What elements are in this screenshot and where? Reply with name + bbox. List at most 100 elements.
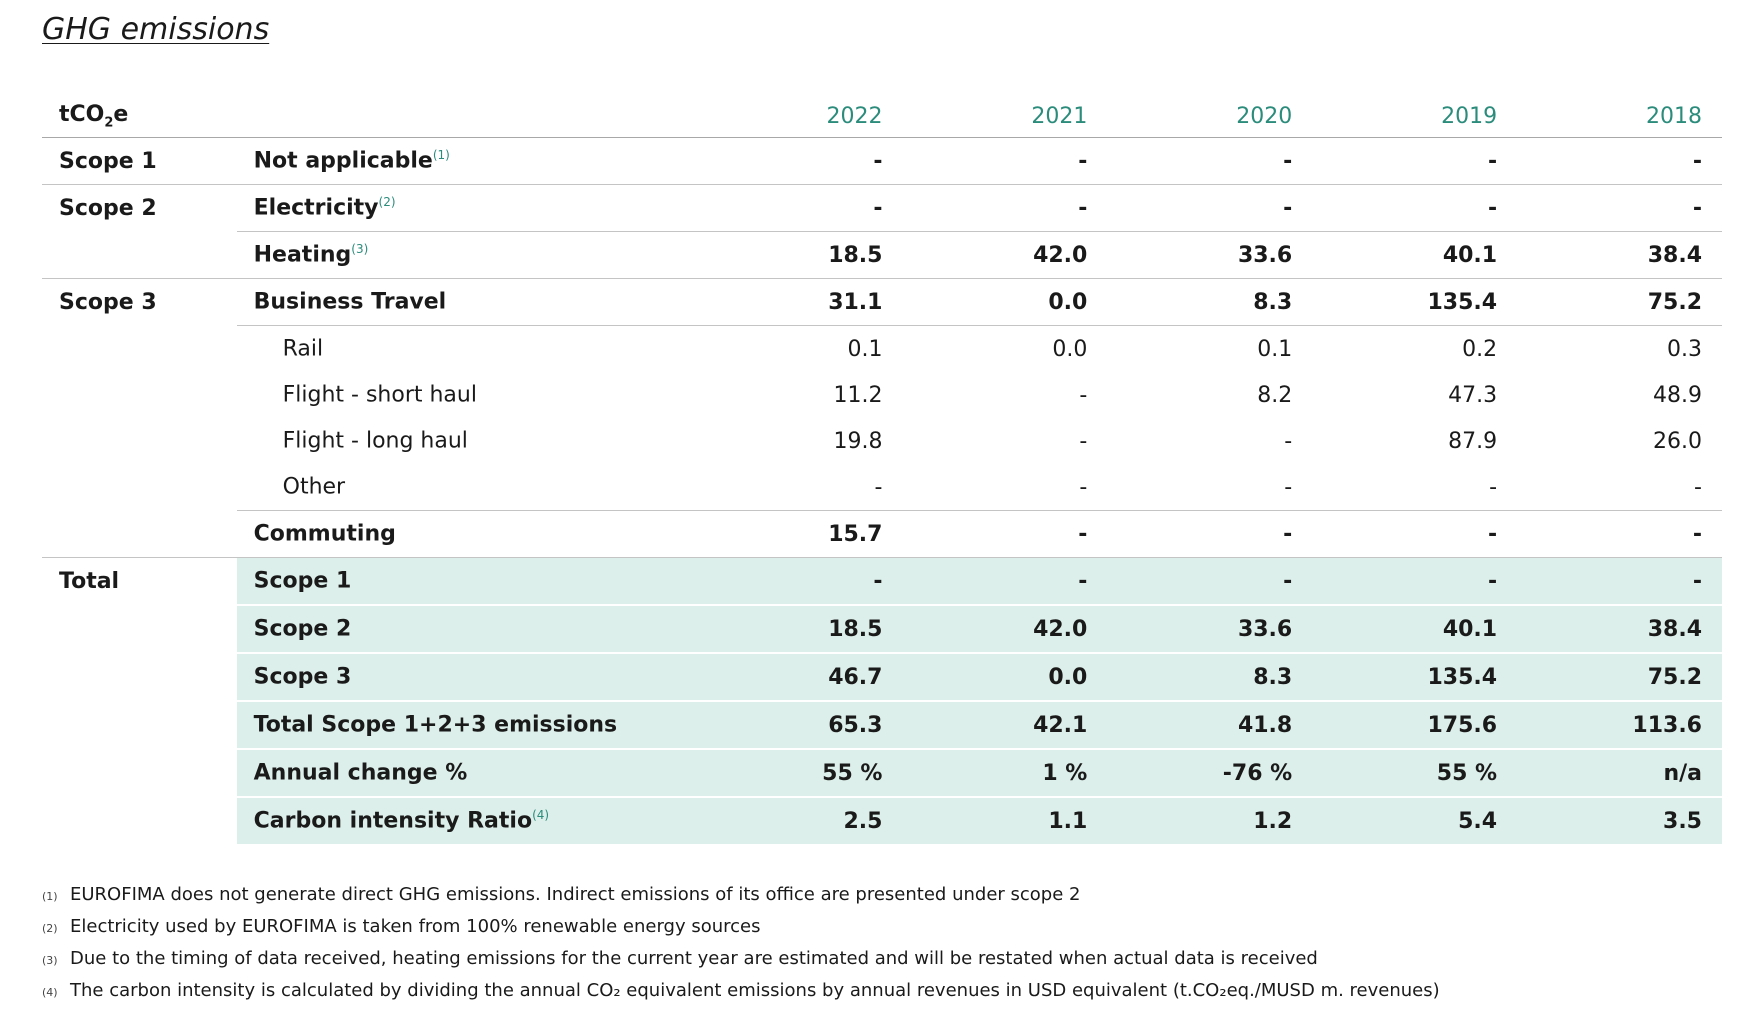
footnote: (4) The carbon intensity is calculated by… bbox=[42, 976, 1440, 1008]
value-cell: 33.6 bbox=[1107, 231, 1313, 279]
value-cell: 47.3 bbox=[1448, 382, 1498, 408]
value-cell: - bbox=[697, 464, 903, 511]
value-cell: 0.0 bbox=[902, 653, 1108, 702]
value-cell: 33.6 bbox=[1107, 605, 1313, 654]
year-header: 2021 bbox=[902, 95, 1108, 138]
value-cell: - bbox=[1517, 557, 1722, 606]
unit-suffix: e bbox=[113, 101, 129, 127]
table-row: Commuting 15.7- - - - bbox=[42, 510, 1722, 558]
row-category bbox=[42, 372, 237, 418]
value-cell: - bbox=[1517, 464, 1722, 511]
row-label-text: Rail bbox=[282, 336, 324, 362]
value-cell: 31.1 bbox=[697, 278, 903, 326]
value-cell: 8.3 bbox=[1107, 653, 1313, 702]
value-cell: 135.4 bbox=[1312, 278, 1518, 326]
value-cell: 135.4 bbox=[1312, 653, 1518, 702]
table-row: Rail 0.1 0.0 0.1 0.2 0.3 bbox=[42, 326, 1722, 373]
value-cell: 2.5 bbox=[697, 797, 903, 844]
unit-subscript: 2 bbox=[104, 115, 114, 131]
value-cell: 1.1 bbox=[902, 797, 1108, 844]
footnote-ref: (1) bbox=[432, 148, 450, 163]
row-label: Scope 2 bbox=[236, 605, 698, 654]
value-cell: - bbox=[1107, 557, 1313, 606]
row-label: Heating(3) bbox=[236, 231, 698, 279]
footnote-text: The carbon intensity is calculated by di… bbox=[70, 980, 1440, 1001]
value-cell: - bbox=[1107, 464, 1313, 511]
footnote: (2) Electricity used by EUROFIMA is taken… bbox=[42, 912, 1440, 944]
value-cell: 40.1 bbox=[1312, 605, 1518, 654]
value-cell: - bbox=[697, 184, 903, 232]
footnote-mark: (2) bbox=[42, 922, 58, 935]
value-cell: 46.7 bbox=[697, 653, 903, 702]
row-label-text: Scope 3 bbox=[253, 664, 352, 690]
row-category: Scope 2 bbox=[59, 195, 157, 221]
total-row: Scope 3 46.7 0.0 8.3 135.4 75.2 bbox=[42, 653, 1722, 702]
footnote-ref: (2) bbox=[378, 195, 396, 210]
row-label-text: Annual change % bbox=[253, 760, 468, 786]
row-category bbox=[42, 510, 237, 558]
value-cell: 175.6 bbox=[1312, 701, 1518, 750]
row-label: Total Scope 1+2+3 emissions bbox=[236, 701, 698, 750]
table-row: Flight - long haul 19.8 - - 87.9 26.0 bbox=[42, 418, 1722, 464]
table-row: Scope 2 Electricity(2) - - - - - bbox=[42, 184, 1722, 232]
year-header: 2020 bbox=[1107, 95, 1313, 138]
value-cell: - bbox=[1079, 428, 1088, 454]
value-cell: - bbox=[902, 464, 1108, 511]
unit-label: tCO bbox=[59, 101, 105, 127]
row-label-text: Scope 2 bbox=[253, 616, 352, 642]
row-category bbox=[42, 605, 237, 653]
footnote-ref: (4) bbox=[532, 808, 550, 823]
value-cell: - bbox=[1284, 428, 1293, 454]
table-row: Scope 3 Business Travel 31.1 0.0 8.3 135.4 75.… bbox=[42, 278, 1722, 326]
total-row: Total Scope 1----- bbox=[42, 557, 1722, 606]
total-row: Annual change % 55 % 1 % -76 % 55 % n/a bbox=[42, 749, 1722, 798]
value-cell: 38.4 bbox=[1517, 605, 1722, 654]
footnote-text: Due to the timing of data received, heat… bbox=[70, 948, 1318, 969]
value-cell: 42.0 bbox=[902, 231, 1108, 279]
row-label-text: Electricity bbox=[253, 195, 379, 221]
row-category bbox=[42, 418, 237, 464]
value-cell: - bbox=[697, 557, 903, 606]
row-label: Rail bbox=[237, 326, 698, 373]
value-cell: - bbox=[697, 137, 903, 185]
row-label-text: Scope 1 bbox=[253, 568, 352, 594]
table-body: Scope 1 Not applicable(1) - - - - - Scope 2 Elec… bbox=[42, 137, 1722, 844]
total-row: Scope 2 18.5 42.0 33.6 40.1 38.4 bbox=[42, 605, 1722, 654]
value-cell: - bbox=[1312, 464, 1518, 511]
value-cell: 15.7 bbox=[697, 510, 903, 558]
row-label: Commuting bbox=[236, 510, 698, 558]
row-label: Not applicable(1) bbox=[236, 137, 698, 185]
value-cell: 75.2 bbox=[1517, 653, 1722, 702]
row-category bbox=[42, 749, 237, 797]
value-cell: 0.3 bbox=[1667, 336, 1702, 362]
value-cell: 40.1 bbox=[1312, 231, 1518, 279]
value-cell: 0.1 bbox=[847, 336, 883, 362]
table-row: Flight - short haul 11.2 - 8.2 47.3 48.9 bbox=[42, 372, 1722, 418]
footnotes: (1) EUROFIMA does not generate direct GHG… bbox=[42, 880, 1440, 1008]
value-cell: 1 % bbox=[902, 749, 1108, 798]
row-label-text: Total Scope 1+2+3 emissions bbox=[253, 712, 618, 738]
value-cell: 1.2 bbox=[1107, 797, 1313, 844]
footnote-mark: (1) bbox=[42, 890, 58, 903]
value-cell: 48.9 bbox=[1653, 382, 1702, 408]
ghg-emissions-table: tCO2e 2022 2021 2020 2019 2018 Scope 1 No… bbox=[42, 95, 1722, 844]
row-category bbox=[42, 701, 237, 749]
row-category bbox=[42, 464, 237, 511]
total-row: Carbon intensity Ratio(4) 2.5 1.1 1.2 5.4 3.5 bbox=[42, 797, 1722, 844]
value-cell: 5.4 bbox=[1312, 797, 1518, 844]
value-cell: - bbox=[1517, 184, 1722, 232]
total-row: Total Scope 1+2+3 emissions 65.3 42.1 41.8 1… bbox=[42, 701, 1722, 750]
value-cell: - bbox=[1107, 510, 1313, 558]
value-cell: 0.0 bbox=[1052, 336, 1088, 362]
row-label: Annual change % bbox=[236, 749, 698, 798]
value-cell: 8.2 bbox=[1257, 382, 1293, 408]
row-label: Other bbox=[236, 464, 698, 511]
table-header-row: tCO2e 2022 2021 2020 2019 2018 bbox=[42, 95, 1722, 138]
value-cell: - bbox=[1107, 137, 1313, 185]
row-label: Carbon intensity Ratio(4) bbox=[236, 797, 698, 844]
value-cell: - bbox=[1312, 557, 1518, 606]
value-cell: - bbox=[1312, 184, 1518, 232]
value-cell: 42.0 bbox=[902, 605, 1108, 654]
table-row: Other - - - - - bbox=[42, 464, 1722, 511]
value-cell: - bbox=[1312, 137, 1518, 185]
